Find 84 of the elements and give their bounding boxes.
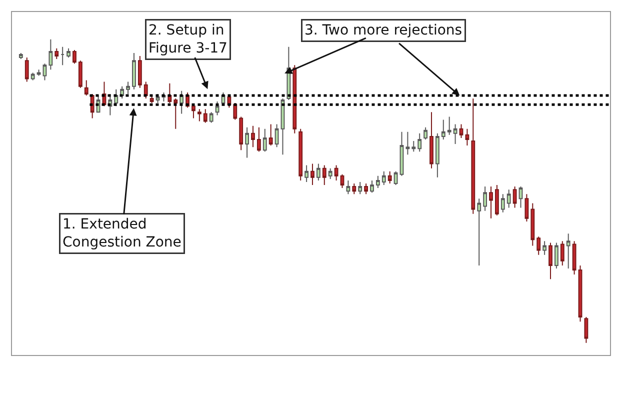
candlestick — [203, 108, 208, 124]
annotation: 1. Extended Congestion Zone — [62, 216, 182, 251]
candlestick — [340, 174, 344, 189]
text: 3. Two more rejections — [304, 22, 462, 38]
candlestick — [197, 108, 202, 122]
candlestick — [192, 104, 196, 119]
candlestick — [245, 126, 249, 158]
candlestick — [24, 57, 29, 82]
candlestick — [388, 170, 392, 184]
candlestick — [251, 125, 255, 148]
candlestick — [530, 202, 535, 246]
candlestick — [256, 126, 261, 152]
candlestick — [66, 48, 70, 58]
candlestick — [334, 164, 338, 181]
candlestick — [268, 124, 273, 146]
candlestick — [84, 80, 88, 96]
candlestick — [168, 82, 172, 104]
candlestick — [512, 186, 517, 208]
candlestick — [542, 240, 547, 256]
candlestick — [328, 168, 332, 180]
candlestick — [322, 164, 326, 186]
candlestick — [471, 98, 476, 214]
candlestick — [406, 131, 410, 156]
candlestick — [358, 181, 362, 195]
candlestick — [447, 116, 452, 136]
candlestick — [554, 242, 558, 269]
candlestick — [30, 72, 35, 81]
candlestick — [489, 186, 493, 219]
candlestick — [524, 194, 529, 222]
candlestick — [298, 128, 303, 181]
candlestick — [394, 170, 398, 186]
candlestick — [310, 163, 314, 186]
candlestick — [430, 112, 434, 169]
candlestick — [42, 63, 47, 81]
candlestick — [78, 60, 82, 88]
candlestick — [412, 140, 416, 152]
candlestick — [138, 56, 142, 88]
candlestick — [209, 112, 214, 124]
candlestick — [465, 128, 470, 146]
candlestick — [435, 132, 440, 178]
candlestick — [364, 183, 368, 195]
candlestick — [36, 69, 41, 76]
candlestick — [506, 189, 511, 208]
candlestick — [382, 170, 386, 186]
candlestick — [376, 175, 380, 189]
candlestick — [370, 180, 374, 194]
candlestick — [483, 186, 487, 212]
candlestick — [316, 163, 320, 181]
annotation: 2. Setup in Figure 3-17 — [148, 22, 228, 57]
candlestick — [280, 98, 285, 156]
candlestick — [441, 119, 446, 140]
candlestick — [132, 52, 136, 90]
candlestick — [584, 316, 588, 344]
candlestick — [400, 131, 404, 176]
candlestick — [72, 49, 76, 64]
candlestick — [578, 264, 582, 322]
candlestick — [144, 81, 148, 100]
candlestick — [500, 194, 505, 213]
candlestick — [54, 48, 59, 60]
candlestick — [548, 242, 552, 280]
candlestick — [174, 98, 178, 130]
candlestick — [352, 183, 356, 195]
candlestick — [459, 124, 464, 138]
candlestick — [536, 236, 541, 256]
candlestick — [239, 116, 244, 151]
candlestick — [48, 38, 53, 70]
candlestick — [304, 164, 308, 182]
candlestick — [477, 198, 482, 266]
candlestick — [572, 240, 576, 276]
candlestick — [424, 126, 428, 140]
candlestick — [418, 132, 422, 152]
candlestick — [126, 81, 130, 94]
candlestick — [60, 46, 65, 66]
candlestick — [560, 240, 564, 266]
candlestick — [262, 128, 267, 152]
candlestick — [150, 94, 154, 104]
candlestick — [274, 124, 279, 148]
candlestick — [518, 186, 523, 208]
candlestick — [180, 90, 184, 114]
candlestick — [494, 184, 499, 216]
candlestick — [18, 52, 23, 60]
candlestick — [346, 180, 350, 195]
candlestick — [453, 124, 458, 145]
candlestick — [566, 233, 570, 269]
